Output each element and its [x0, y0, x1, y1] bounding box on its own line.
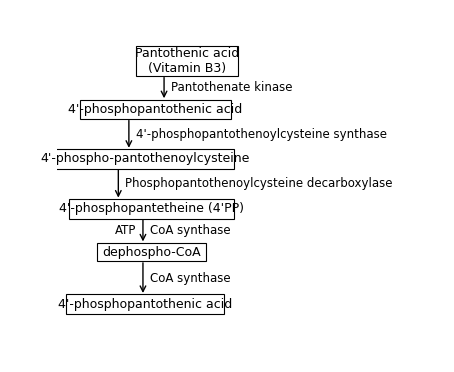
Text: 4'-phosphopantetheine (4'PP): 4'-phosphopantetheine (4'PP)	[59, 202, 244, 215]
FancyBboxPatch shape	[69, 199, 234, 218]
Text: Phosphopantothenoylcysteine decarboxylase: Phosphopantothenoylcysteine decarboxylas…	[125, 177, 393, 190]
Text: 4'-phospho-pantothenoylcysteine: 4'-phospho-pantothenoylcysteine	[40, 153, 249, 166]
FancyBboxPatch shape	[136, 46, 238, 76]
Text: Pantothenic acid
(Vitamin B3): Pantothenic acid (Vitamin B3)	[135, 47, 239, 75]
Text: Pantothenate kinase: Pantothenate kinase	[171, 81, 292, 94]
FancyBboxPatch shape	[97, 243, 206, 262]
Text: CoA synthase: CoA synthase	[150, 272, 231, 285]
FancyBboxPatch shape	[55, 149, 234, 169]
FancyBboxPatch shape	[79, 100, 231, 119]
Text: dephospho-CoA: dephospho-CoA	[103, 246, 201, 259]
Text: 4'-phosphopantothenoylcysteine synthase: 4'-phosphopantothenoylcysteine synthase	[136, 128, 387, 141]
Text: 4'-phosphopantothenic acid: 4'-phosphopantothenic acid	[58, 298, 232, 311]
Text: CoA synthase: CoA synthase	[150, 224, 231, 237]
Text: ATP: ATP	[114, 224, 136, 237]
FancyBboxPatch shape	[65, 294, 224, 314]
Text: 4'-phosphopantothenic acid: 4'-phosphopantothenic acid	[68, 103, 242, 116]
